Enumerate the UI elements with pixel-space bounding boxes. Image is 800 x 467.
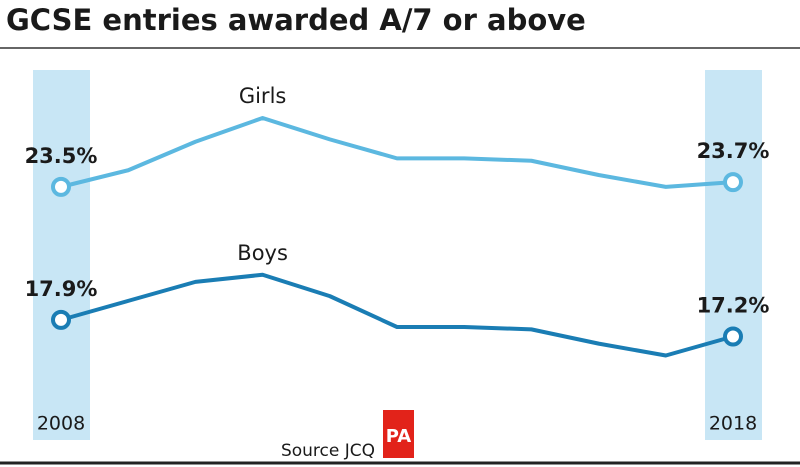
chart-title: GCSE entries awarded A/7 or above xyxy=(6,3,586,37)
x-tick-label: 2018 xyxy=(709,413,757,435)
value-label: 17.2% xyxy=(697,294,770,318)
value-label: 23.5% xyxy=(25,144,98,168)
line xyxy=(60,272,734,358)
logo: PA xyxy=(386,426,412,447)
year-band xyxy=(33,70,90,440)
point xyxy=(51,176,71,197)
legend-label: Girls xyxy=(239,84,287,108)
line xyxy=(60,116,734,189)
legend-label: Boys xyxy=(237,241,288,265)
value-label: 17.9% xyxy=(25,277,98,301)
x-tick-label: 2008 xyxy=(37,413,85,435)
year-band xyxy=(705,70,762,440)
logo-box xyxy=(383,410,414,458)
source: Source JCQ xyxy=(281,441,375,461)
value-label: 23.7% xyxy=(697,139,770,163)
point xyxy=(723,326,743,347)
point xyxy=(51,309,71,330)
point xyxy=(723,172,743,193)
